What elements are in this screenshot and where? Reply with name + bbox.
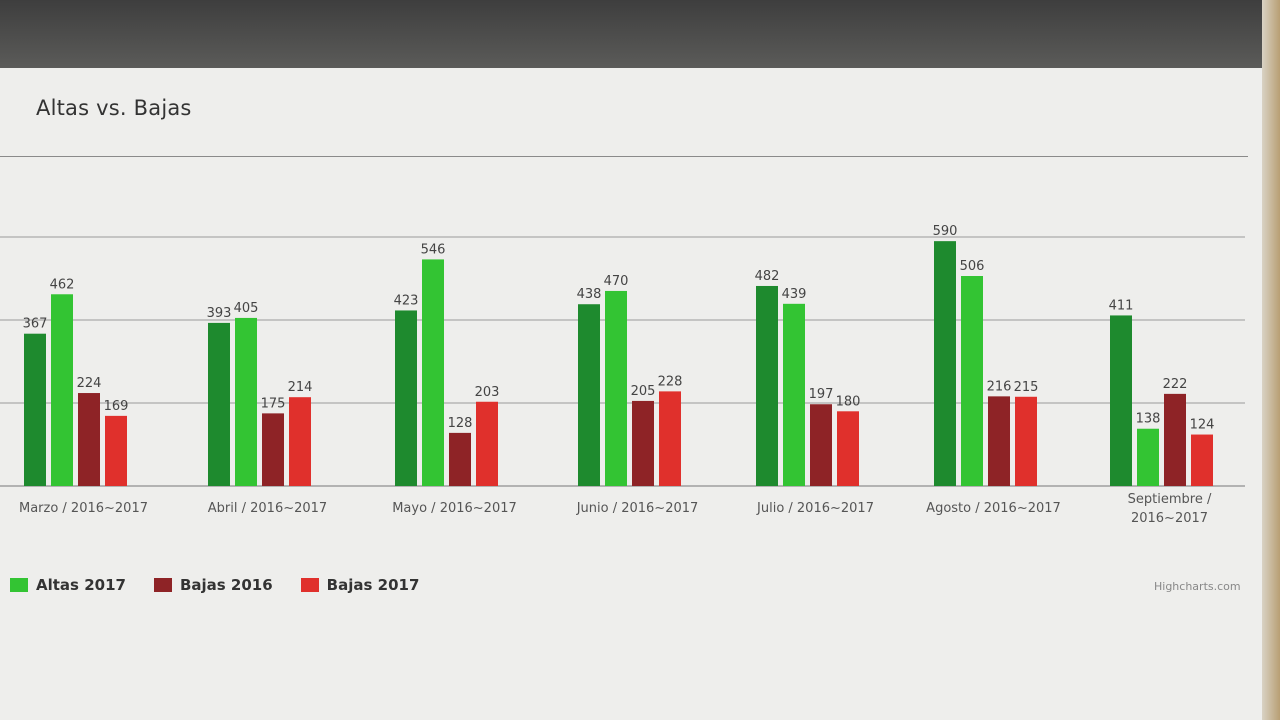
category-tick-label: Junio / 2016~2017 [576,501,699,516]
title-divider [0,156,1248,157]
data-label: 546 [421,242,446,257]
bar[interactable] [1110,315,1132,486]
bar[interactable] [422,259,444,486]
category-tick-label: Septiembre /2016~2017 [1128,492,1212,526]
category-tick-label: Agosto / 2016~2017 [926,501,1061,516]
bar[interactable] [1164,393,1186,486]
bar[interactable] [605,290,627,486]
data-label: 175 [261,396,286,411]
data-label: 228 [658,374,683,389]
data-label: 169 [104,399,129,414]
category-tick-label: Julio / 2016~2017 [756,501,874,516]
legend-label-altas-2017: Altas 2017 [36,576,126,594]
data-label: 124 [1190,418,1215,433]
data-label: 203 [475,385,500,400]
bar[interactable] [810,404,832,486]
data-label: 215 [1014,380,1039,395]
monitor-right-edge [1262,0,1280,720]
data-label: 367 [23,317,48,332]
bar[interactable] [208,322,230,486]
bar[interactable] [1015,396,1037,486]
data-label: 197 [809,387,834,402]
bar[interactable] [262,413,284,486]
legend-label-bajas-2016: Bajas 2016 [179,576,273,594]
data-label: 180 [836,394,861,409]
data-label: 470 [604,274,629,289]
bar[interactable] [78,393,100,486]
bar[interactable] [1191,434,1213,486]
bar[interactable] [578,304,600,486]
bar[interactable] [1137,428,1159,486]
data-label: 222 [1163,377,1188,392]
legend-swatch-bajas-2017 [300,578,319,592]
data-label: 482 [755,269,780,284]
bar[interactable] [105,415,127,486]
bar[interactable] [449,432,471,486]
legend-label-bajas-2017: Bajas 2017 [326,576,420,594]
chart-title: Altas vs. Bajas [36,96,192,120]
data-label: 411 [1109,298,1134,313]
monitor-top-bezel [0,0,1262,68]
data-label: 138 [1136,412,1161,427]
bar[interactable] [235,317,257,486]
bar[interactable] [756,285,778,486]
data-label: 224 [77,376,102,391]
bar[interactable] [837,411,859,486]
legend-swatch-altas-2017 [10,578,28,592]
category-tick-label: Mayo / 2016~2017 [392,501,517,516]
legend-item-bajas-2016[interactable]: Bajas 2016 [153,576,273,594]
data-label: 405 [234,301,259,316]
data-label: 438 [577,287,602,302]
data-label: 439 [782,287,807,302]
bar[interactable] [51,294,73,486]
bar[interactable] [961,276,983,486]
category-tick-label: Marzo / 2016~2017 [19,501,148,516]
legend-item-altas-2017[interactable]: Altas 2017 [10,576,126,594]
chart-legend: Altas 2017 Bajas 2016 Bajas 2017 [10,576,419,594]
data-label: 128 [448,416,473,431]
bar[interactable] [395,310,417,486]
data-label: 216 [987,379,1012,394]
legend-item-bajas-2017[interactable]: Bajas 2017 [300,576,420,594]
highcharts-credits[interactable]: Highcharts.com [1154,580,1241,593]
bar[interactable] [988,396,1010,486]
bar[interactable] [632,400,654,486]
data-label: 423 [394,293,419,308]
data-label: 205 [631,384,656,399]
bar[interactable] [659,391,681,486]
data-label: 506 [960,259,985,274]
bar[interactable] [24,333,46,486]
data-label: 590 [933,224,958,239]
bar[interactable] [934,241,956,486]
bar[interactable] [783,303,805,486]
bar[interactable] [476,401,498,486]
bar[interactable] [289,397,311,486]
data-label: 214 [288,380,313,395]
category-tick-label: Abril / 2016~2017 [208,501,327,516]
legend-swatch-bajas-2016 [153,578,172,592]
data-label: 462 [50,277,75,292]
data-label: 393 [207,306,232,321]
